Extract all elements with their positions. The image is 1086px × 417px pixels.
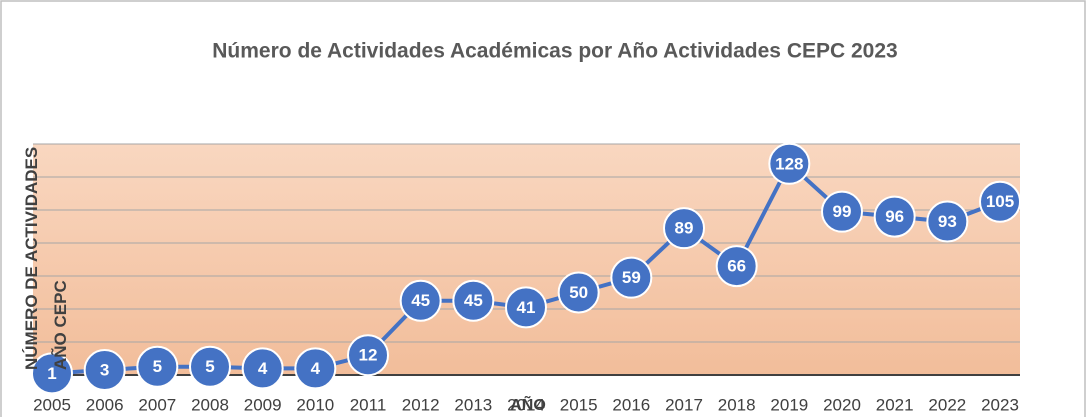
data-label: 128 — [775, 154, 803, 173]
x-tick-label: 2022 — [928, 395, 966, 414]
marker — [241, 347, 284, 390]
data-label: 59 — [622, 268, 641, 287]
x-tick-label: 2023 — [981, 395, 1019, 414]
plot-area — [33, 144, 1020, 375]
marker — [610, 256, 653, 299]
data-label: 99 — [833, 202, 852, 221]
marker — [821, 190, 863, 233]
x-tick-label: 2020 — [823, 395, 861, 414]
data-label: 50 — [569, 283, 588, 302]
data-label: 96 — [885, 207, 904, 226]
data-label: 4 — [311, 359, 321, 378]
data-label: 93 — [938, 212, 957, 231]
marker — [557, 271, 600, 314]
marker — [83, 349, 126, 392]
x-tick-label: 2016 — [612, 395, 650, 414]
data-label: 41 — [517, 298, 536, 317]
data-label: 4 — [258, 359, 268, 378]
x-tick-label: 2013 — [454, 395, 492, 414]
x-tick-label: 2008 — [191, 395, 229, 414]
data-label: 1 — [47, 364, 56, 383]
x-tick-label: 2007 — [138, 395, 176, 414]
marker — [452, 279, 495, 322]
y-axis-title: NÚMERO DE ACTIVIDADES AÑO CEPC — [22, 146, 70, 370]
x-tick-label: 2021 — [876, 395, 914, 414]
data-label: 5 — [153, 357, 162, 376]
x-tick-label: 2017 — [665, 395, 703, 414]
marker — [189, 345, 231, 388]
x-tick-label: 2012 — [402, 395, 440, 414]
x-tick-label: 2018 — [718, 395, 756, 414]
marker — [926, 200, 969, 243]
x-tick-label: 2006 — [86, 395, 124, 414]
x-tick-label: 2014 — [507, 395, 545, 414]
data-label: 45 — [411, 291, 430, 310]
x-tick-label: 2010 — [296, 395, 334, 414]
data-label: 3 — [100, 361, 109, 380]
chart-title: Número de Actividades Académicas por Año… — [212, 40, 897, 63]
data-label: 45 — [464, 291, 483, 310]
marker — [31, 352, 73, 395]
marker — [505, 286, 547, 329]
marker — [768, 142, 811, 185]
marker — [873, 195, 916, 238]
x-tick-label: 2019 — [770, 395, 808, 414]
x-tick-label: 2015 — [560, 395, 598, 414]
data-label: 66 — [727, 257, 746, 276]
marker — [294, 347, 337, 390]
marker — [347, 334, 389, 377]
data-label: 89 — [675, 219, 694, 238]
data-label: 12 — [359, 346, 378, 365]
x-tick-label: 2009 — [244, 395, 282, 414]
marker — [979, 180, 1021, 223]
x-axis-title: AÑO — [510, 394, 546, 414]
marker — [399, 279, 442, 322]
marker — [663, 207, 705, 250]
data-label: 105 — [986, 192, 1014, 211]
x-tick-label: 2005 — [33, 395, 71, 414]
data-label: 5 — [205, 357, 214, 376]
marker — [715, 245, 758, 288]
x-tick-label: 2011 — [350, 395, 387, 414]
marker — [136, 345, 179, 388]
